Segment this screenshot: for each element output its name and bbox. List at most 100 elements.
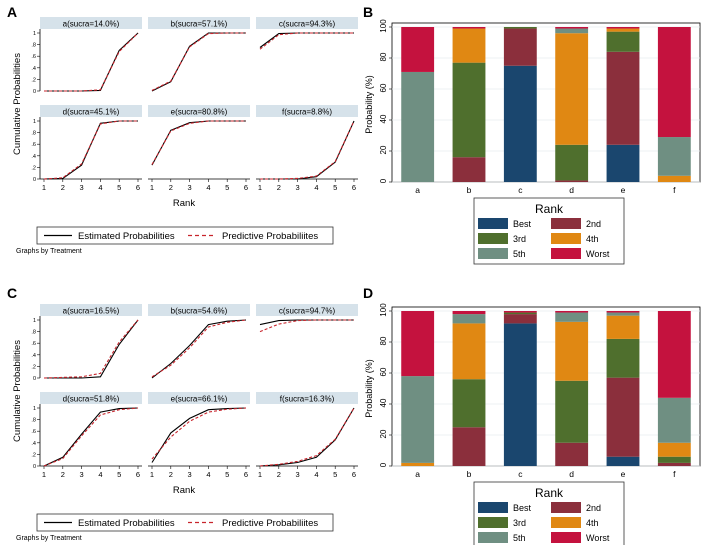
x-tick-label: 2	[169, 470, 173, 479]
bar-segment-f-worst	[657, 311, 691, 398]
x-tick-label: 1	[258, 183, 262, 192]
x-tick-label: 1	[258, 470, 262, 479]
facet-plot-area	[256, 316, 358, 378]
x-tick-label: 2	[61, 183, 65, 192]
bar-segment-b-4th	[452, 28, 486, 63]
x-tick-label: d	[569, 469, 574, 479]
y-tick-label: 60	[379, 83, 388, 92]
facet-title: a(sucra=16.5%)	[63, 307, 120, 316]
cumulative-panel-lower: a(sucra=16.5%) 0 .2 .4 .6 .8 1 b(sucra=54.6%) c(…	[12, 304, 358, 496]
legend-swatch-4th	[551, 233, 581, 244]
facet-c: c(sucra=94.7%)	[256, 304, 358, 378]
facet-b: b(sucra=57.1%)	[148, 17, 250, 92]
legend-label-4th: 4th	[586, 234, 599, 244]
bar-segment-d-2nd	[555, 180, 589, 182]
bar-segment-f-worst	[657, 27, 691, 138]
facet-title: e(sucra=80.8%)	[171, 108, 228, 117]
bar-segment-d-4th	[555, 33, 589, 145]
bar-segment-d-5th	[555, 312, 589, 322]
legend-label-4th: 4th	[586, 518, 599, 528]
bar-segment-e-worst	[606, 27, 640, 29]
facet-strip	[40, 392, 142, 404]
y-tick-label: 20	[379, 145, 388, 154]
legend-label-2nd: 2nd	[586, 219, 601, 229]
x-tick-label: 4	[314, 470, 318, 479]
y-tick-label: 0	[33, 376, 36, 382]
facet-strip	[148, 304, 250, 316]
facet-title: b(sucra=57.1%)	[171, 20, 228, 29]
y-tick-label: .8	[31, 131, 36, 137]
x-tick-label: 6	[244, 470, 248, 479]
y-tick-label: .4	[31, 154, 36, 160]
y-tick-label: .4	[31, 353, 36, 359]
estimated-curve	[43, 407, 139, 467]
facet-f: f(sucra=16.3%) 1 2 3 4 5 6	[256, 392, 358, 479]
bar-segment-d-worst	[555, 27, 589, 29]
x-tick-label: 2	[169, 183, 173, 192]
x-tick-label: 1	[150, 470, 154, 479]
legend-swatch-2nd	[551, 502, 581, 513]
bar-segment-d-2nd	[555, 442, 589, 466]
predictive-curve	[151, 407, 247, 460]
y-tick-label: .8	[31, 43, 36, 49]
x-tick-label: 6	[352, 183, 356, 192]
predictive-curve	[44, 32, 139, 92]
x-tick-label: 4	[98, 470, 102, 479]
bar-segment-e-best	[606, 456, 640, 466]
facet-strip	[256, 17, 358, 29]
graphs-by-note-upper: Graphs by Treatment	[16, 248, 82, 255]
estimated-curve	[151, 319, 247, 379]
x-tick-label: 2	[277, 183, 281, 192]
bar-segment-e-3rd	[606, 31, 640, 52]
facet-strip	[148, 105, 250, 117]
x-tick-label: 5	[117, 470, 121, 479]
x-tick-label: 4	[314, 183, 318, 192]
bar-segment-f-2nd	[657, 462, 691, 466]
facet-plot-area	[148, 404, 250, 466]
bar-segment-d-5th	[555, 28, 589, 34]
x-tick-label: 3	[296, 183, 300, 192]
facet-title: b(sucra=54.6%)	[171, 307, 228, 316]
bar-segment-c-2nd	[503, 28, 537, 66]
bar-segment-f-5th	[657, 397, 691, 443]
facet-plot-area	[148, 29, 250, 91]
bar-segment-c-best	[503, 323, 537, 466]
facet-title: d(sucra=45.1%)	[63, 108, 120, 117]
y-tick-label: 0	[379, 462, 388, 467]
legend-swatch-3rd	[478, 233, 508, 244]
legend-label-3rd: 3rd	[513, 518, 526, 528]
legend-swatch-3rd	[478, 517, 508, 528]
facet-strip	[40, 105, 142, 117]
legend-label-5th: 5th	[513, 249, 526, 259]
bar-segment-b-3rd	[452, 379, 486, 428]
x-axis-title: Rank	[173, 198, 195, 209]
bar-segment-e-worst	[606, 311, 640, 313]
x-tick-label: 1	[42, 183, 46, 192]
rankogram-panel-lower: 0 20 40 60 80 100 a b c d e f Probability (%) RankBes…	[364, 303, 701, 545]
x-tick-label: 2	[277, 470, 281, 479]
x-tick-label: 3	[188, 470, 192, 479]
legend-swatch-worst	[551, 532, 581, 543]
panel-label-d: D	[363, 285, 373, 301]
facet-title: c(sucra=94.7%)	[279, 307, 336, 316]
bar-segment-a-worst	[401, 311, 435, 377]
x-tick-label: 3	[80, 183, 84, 192]
facet-title: e(sucra=66.1%)	[171, 395, 228, 404]
x-tick-label: e	[621, 185, 626, 195]
facet-title: c(sucra=94.3%)	[279, 20, 336, 29]
facet-strip	[148, 392, 250, 404]
y-tick-label: 0	[33, 89, 36, 95]
x-tick-label: a	[415, 185, 420, 195]
legend-swatch-2nd	[551, 218, 581, 229]
x-tick-label: 5	[333, 183, 337, 192]
legend-title: Rank	[535, 486, 564, 500]
bar-segment-e-4th	[606, 28, 640, 32]
y-tick-label: .4	[31, 66, 36, 72]
x-tick-label: 4	[98, 183, 102, 192]
line-legend-lower: Estimated Probabilities Predictive Proba…	[36, 513, 334, 532]
y-tick-label: 20	[379, 429, 388, 438]
y-tick-label: 1	[33, 31, 36, 37]
y-axis-title: Cumulative Probabilities	[12, 53, 23, 155]
facet-f: f(sucra=8.8%) 1 2 3 4 5 6	[256, 105, 358, 192]
bar-segment-b-worst	[452, 311, 486, 315]
